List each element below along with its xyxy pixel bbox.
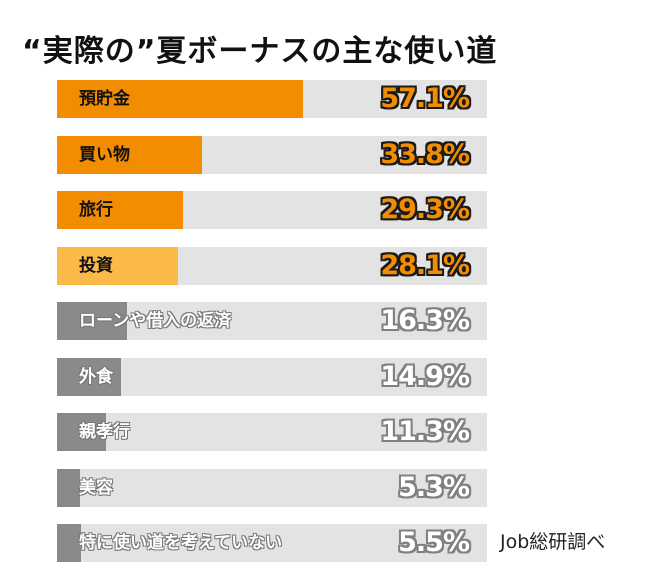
value-label: 5.3% (398, 472, 470, 503)
bar (57, 247, 178, 285)
value-label: 11.3% (380, 416, 470, 447)
bar (57, 136, 202, 174)
bar-row: 美容 5.3% (57, 469, 487, 507)
bar (57, 413, 106, 451)
value-label: 57.1% (380, 83, 470, 114)
category-label: 旅行 (79, 200, 113, 220)
value-label: 28.1% (380, 250, 470, 281)
value-label: 16.3% (380, 305, 470, 336)
bar-row: 預貯金 57.1% (57, 80, 487, 118)
bar (57, 358, 121, 396)
bar (57, 80, 303, 118)
bar-track (57, 524, 487, 562)
bar-row: 外食 14.9% (57, 358, 487, 396)
category-label: 買い物 (79, 145, 130, 165)
value-label: 29.3% (380, 194, 470, 225)
category-label: 美容 (79, 478, 113, 498)
bar-row: 買い物 33.8% (57, 136, 487, 174)
bar (57, 469, 80, 507)
value-label: 14.9% (380, 361, 470, 392)
value-label: 5.5% (398, 527, 470, 558)
bar-row: ローンや借入の返済 16.3% (57, 302, 487, 340)
bar-row: 旅行 29.3% (57, 191, 487, 229)
category-label: 外食 (79, 367, 113, 387)
bar-track (57, 413, 487, 451)
value-label: 33.8% (380, 139, 470, 170)
bar (57, 524, 81, 562)
category-label: ローンや借入の返済 (79, 311, 232, 331)
bar-row: 投資 28.1% (57, 247, 487, 285)
category-label: 預貯金 (79, 89, 130, 109)
bar-track (57, 358, 487, 396)
bar (57, 302, 127, 340)
bar-row: 親孝行 11.3% (57, 413, 487, 451)
source-note: Job総研調べ (500, 531, 606, 553)
bar-track (57, 469, 487, 507)
bar (57, 191, 183, 229)
category-label: 投資 (79, 256, 113, 276)
category-label: 特に使い道を考えていない (79, 533, 283, 553)
bar-row: 特に使い道を考えていない 5.5% (57, 524, 487, 562)
chart-title: “実際の”夏ボーナスの主な使い道 (22, 34, 498, 69)
bar-track (57, 302, 487, 340)
category-label: 親孝行 (79, 422, 130, 442)
